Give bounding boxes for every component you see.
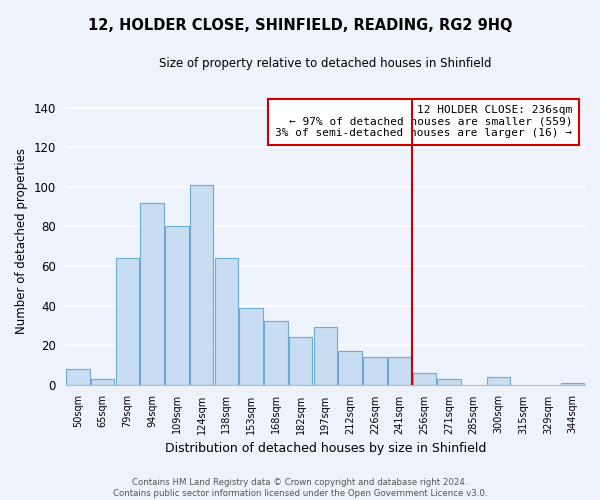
Bar [66, 369, 90, 384]
Bar [437, 378, 461, 384]
Bar [487, 376, 510, 384]
Text: 12 HOLDER CLOSE: 236sqm
← 97% of detached houses are smaller (559)
3% of semi-de: 12 HOLDER CLOSE: 236sqm ← 97% of detache… [275, 105, 572, 138]
Bar [338, 351, 362, 384]
Bar [413, 372, 436, 384]
Text: Contains HM Land Registry data © Crown copyright and database right 2024.
Contai: Contains HM Land Registry data © Crown c… [113, 478, 487, 498]
Bar [190, 185, 214, 384]
Bar [91, 378, 115, 384]
Bar [239, 308, 263, 384]
Bar [289, 337, 313, 384]
Bar [264, 322, 287, 384]
Text: 12, HOLDER CLOSE, SHINFIELD, READING, RG2 9HQ: 12, HOLDER CLOSE, SHINFIELD, READING, RG… [88, 18, 512, 32]
Bar [388, 357, 411, 384]
Title: Size of property relative to detached houses in Shinfield: Size of property relative to detached ho… [159, 58, 491, 70]
Bar [363, 357, 386, 384]
Bar [116, 258, 139, 384]
Y-axis label: Number of detached properties: Number of detached properties [15, 148, 28, 334]
Bar [215, 258, 238, 384]
Bar [314, 328, 337, 384]
X-axis label: Distribution of detached houses by size in Shinfield: Distribution of detached houses by size … [164, 442, 486, 455]
Bar [165, 226, 188, 384]
Bar [140, 203, 164, 384]
Bar [561, 382, 584, 384]
